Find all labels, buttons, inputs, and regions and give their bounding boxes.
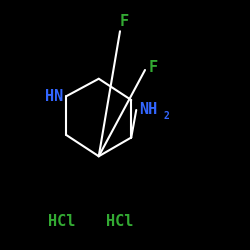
Text: HCl: HCl [48, 214, 75, 229]
Text: HN: HN [46, 89, 64, 104]
Text: NH: NH [139, 102, 157, 118]
Text: HCl: HCl [106, 214, 134, 229]
Text: F: F [149, 60, 158, 75]
Text: 2: 2 [164, 111, 170, 121]
Text: F: F [119, 14, 128, 29]
